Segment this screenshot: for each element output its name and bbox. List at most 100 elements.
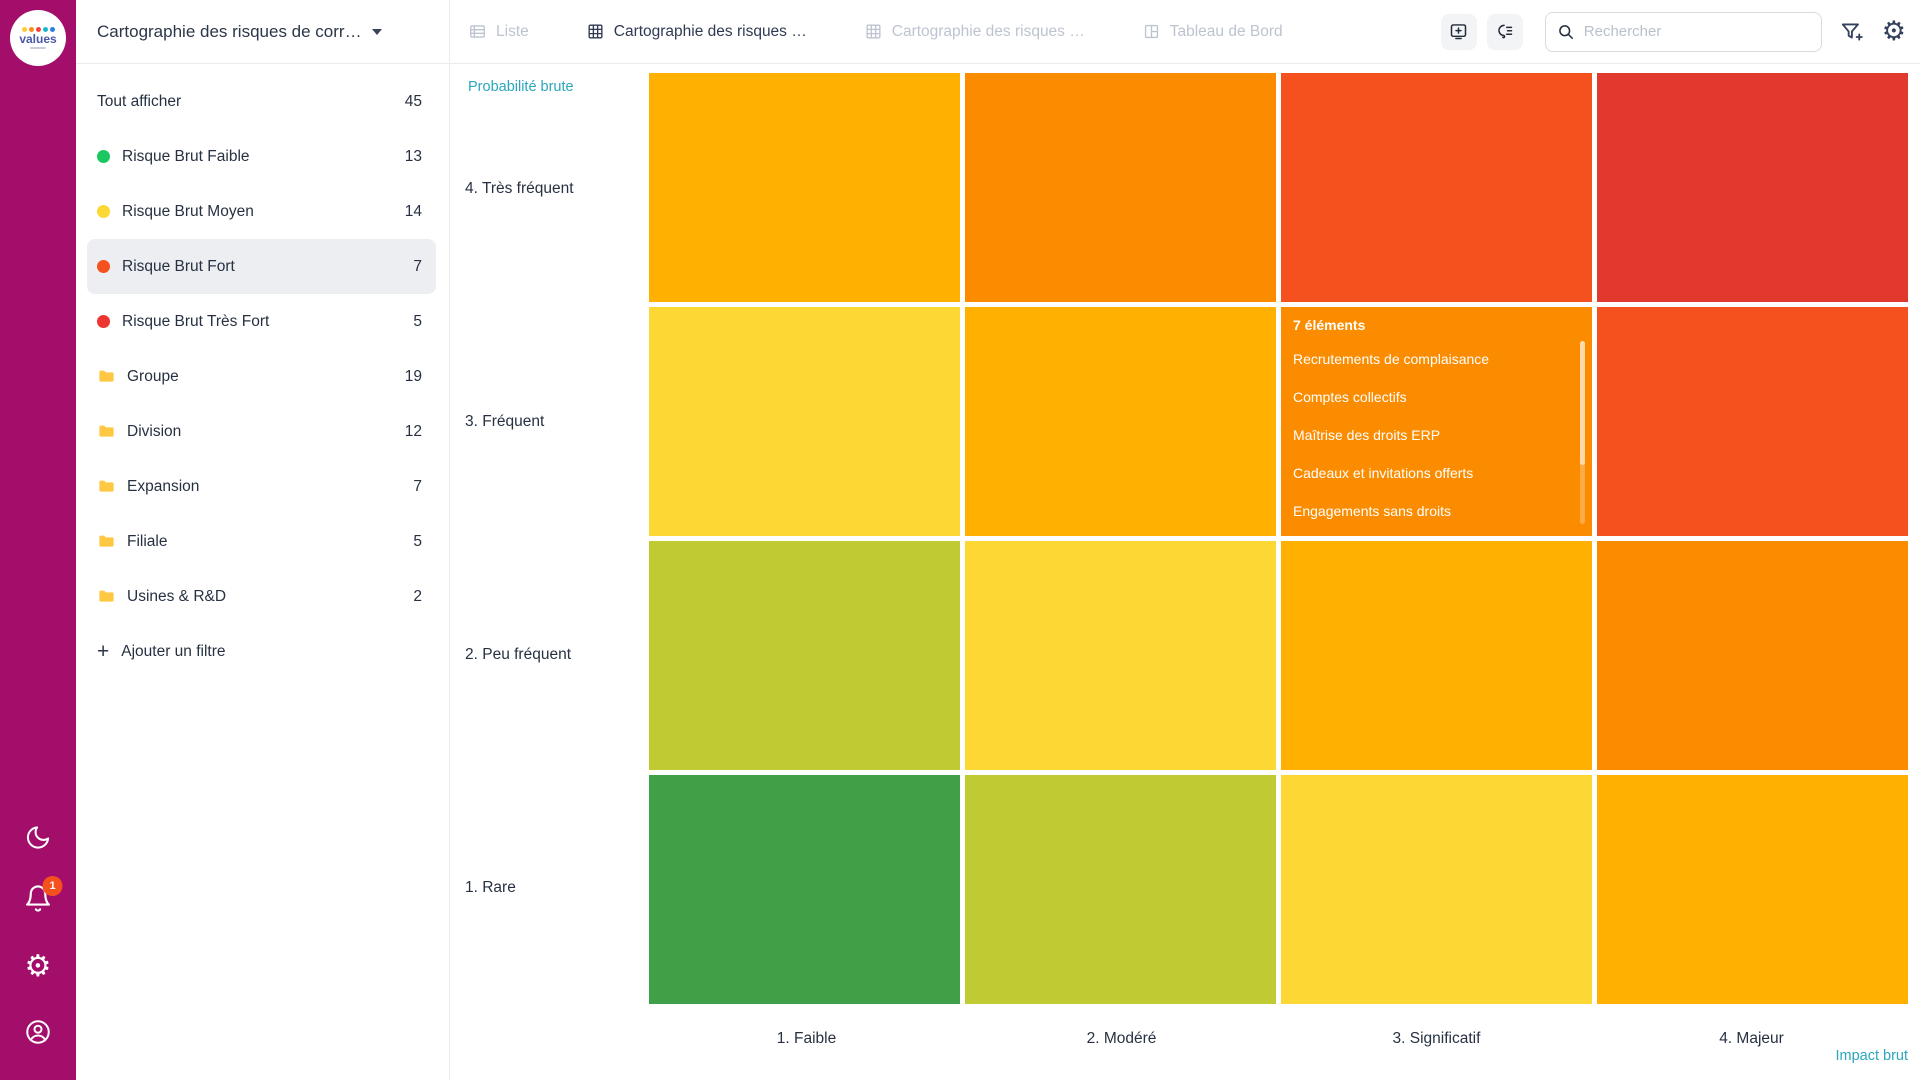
- x-tick-label: 2. Modéré: [1086, 1030, 1157, 1047]
- matrix-cell[interactable]: [1597, 307, 1908, 536]
- risk-item[interactable]: Engagements sans droits: [1293, 503, 1451, 519]
- risk-item[interactable]: Recrutements de complaisance: [1293, 351, 1490, 367]
- matrix-cell[interactable]: [1597, 73, 1908, 302]
- sidebar: Cartographie des risques de corr… Tout a…: [76, 0, 450, 1080]
- logo-tagline: [30, 47, 46, 49]
- view-title: Cartographie des risques de corr…: [97, 21, 362, 41]
- risk-item[interactable]: Maîtrise des droits ERP: [1293, 427, 1441, 443]
- cell-risk-list: 7 éléments Recrutements de complaisance …: [1281, 307, 1592, 536]
- tab-liste[interactable]: Liste: [468, 22, 529, 41]
- risk-level-dot: [97, 205, 110, 218]
- y-tick-label: 4. Très fréquent: [465, 180, 574, 197]
- matrix-cell[interactable]: [1597, 541, 1908, 770]
- risk-item[interactable]: Cadeaux et invitations offerts: [1293, 465, 1474, 481]
- grid-icon: [866, 24, 881, 39]
- filter-item-risque-fort[interactable]: Risque Brut Fort 7: [87, 239, 436, 294]
- risk-heatmap: Probabilité brute 4. Très fréquent 3. Fr…: [450, 64, 1920, 1080]
- dark-mode-button[interactable]: [25, 824, 52, 856]
- tab-tableau-de-bord[interactable]: Tableau de Bord: [1142, 22, 1283, 41]
- search-box: [1544, 11, 1822, 52]
- main-area: Liste Cartographie des risques … Cartogr…: [450, 0, 1920, 1080]
- plus-icon: +: [97, 639, 110, 663]
- tab-label: Liste: [496, 22, 529, 40]
- x-axis-title: Impact brut: [1835, 1048, 1908, 1064]
- matrix-cell[interactable]: [965, 541, 1276, 770]
- matrix-cell[interactable]: [649, 541, 960, 770]
- x-tick-label: 4. Majeur: [1719, 1030, 1784, 1047]
- y-tick-label: 3. Fréquent: [465, 413, 545, 430]
- cell-item-count: 7 éléments: [1293, 317, 1366, 333]
- sort-icon: [1498, 24, 1513, 39]
- filter-item-division[interactable]: Division 12: [87, 404, 436, 459]
- logo-dots-icon: [21, 27, 55, 32]
- add-filter-button[interactable]: + Ajouter un filtre: [97, 639, 226, 663]
- matrix-cell[interactable]: [965, 775, 1276, 1004]
- sort-button[interactable]: [1486, 13, 1523, 50]
- folder-icon: [97, 532, 116, 551]
- matrix-cell[interactable]: [649, 775, 960, 1004]
- x-tick-label: 3. Significatif: [1392, 1030, 1481, 1047]
- add-filter-funnel-button[interactable]: [1839, 19, 1865, 45]
- search-input[interactable]: [1544, 11, 1822, 52]
- matrix-cell[interactable]: [649, 73, 960, 302]
- list-icon: [470, 25, 485, 38]
- matrix-cell[interactable]: [649, 307, 960, 536]
- tab-label: Tableau de Bord: [1169, 22, 1283, 40]
- grid-icon: [588, 24, 603, 39]
- notifications-button[interactable]: 1: [24, 876, 63, 918]
- risk-matrix: 7 éléments Recrutements de complaisance …: [649, 73, 1908, 1004]
- risk-level-dot: [97, 260, 110, 273]
- filter-item-risque-faible[interactable]: Risque Brut Faible 13: [87, 129, 436, 184]
- matrix-cell[interactable]: [1597, 775, 1908, 1004]
- funnel-plus-icon: [1841, 22, 1863, 41]
- x-tick-label: 1. Faible: [776, 1030, 837, 1047]
- rail-settings-button[interactable]: ⚙: [25, 952, 52, 982]
- app-logo[interactable]: values: [10, 10, 66, 66]
- matrix-cell[interactable]: [965, 73, 1276, 302]
- app-rail: values 1 ⚙: [0, 0, 76, 1080]
- profile-button[interactable]: [24, 1018, 52, 1051]
- filter-item-filiale[interactable]: Filiale 5: [87, 514, 436, 569]
- filter-item-risque-tres-fort[interactable]: Risque Brut Très Fort 5: [87, 294, 436, 349]
- gear-icon: ⚙: [24, 949, 52, 984]
- risk-item[interactable]: Comptes collectifs: [1293, 389, 1407, 405]
- logo-wordmark: values: [19, 32, 57, 46]
- add-view-button[interactable]: [1440, 13, 1477, 50]
- filter-item-usines-rd[interactable]: Usines & R&D 2: [87, 569, 436, 624]
- folder-icon: [97, 477, 116, 496]
- chevron-down-icon: [371, 28, 382, 35]
- scrollbar-thumb[interactable]: [1580, 341, 1585, 466]
- y-axis-title: Probabilité brute: [468, 79, 574, 95]
- filter-item-groupe[interactable]: Groupe 19: [87, 349, 436, 404]
- add-view-icon: [1451, 24, 1467, 40]
- y-tick-label: 2. Peu fréquent: [465, 646, 571, 663]
- search-icon: [1556, 22, 1576, 47]
- gear-icon: ⚙: [1881, 16, 1906, 47]
- risk-level-dot: [97, 315, 110, 328]
- view-selector[interactable]: Cartographie des risques de corr…: [76, 0, 449, 64]
- notification-badge: 1: [42, 876, 63, 896]
- tab-label: Cartographie des risques …: [613, 22, 807, 40]
- matrix-cell[interactable]: [1281, 775, 1592, 1004]
- filter-item-tout-afficher[interactable]: Tout afficher 45: [97, 92, 422, 110]
- folder-icon: [97, 587, 116, 606]
- y-tick-label: 1. Rare: [465, 879, 516, 896]
- tab-cartographie-1[interactable]: Cartographie des risques …: [586, 22, 807, 41]
- settings-button[interactable]: ⚙: [1882, 18, 1906, 45]
- tab-label: Cartographie des risques …: [891, 22, 1085, 40]
- bell-icon: [26, 885, 50, 912]
- risk-level-dot: [97, 150, 110, 163]
- folder-icon: [97, 367, 116, 386]
- matrix-cell[interactable]: [1281, 73, 1592, 302]
- filter-list: Tout afficher 45 Risque Brut Faible 13 R…: [76, 64, 449, 679]
- cell-list-scrollbar[interactable]: [1580, 341, 1585, 524]
- matrix-cell-expanded[interactable]: 7 éléments Recrutements de complaisance …: [1281, 307, 1592, 536]
- topbar-actions: ⚙: [1431, 11, 1920, 52]
- tab-cartographie-2[interactable]: Cartographie des risques …: [864, 22, 1085, 41]
- filter-item-expansion[interactable]: Expansion 7: [87, 459, 436, 514]
- folder-icon: [97, 422, 116, 441]
- matrix-cell[interactable]: [1281, 541, 1592, 770]
- topbar: Liste Cartographie des risques … Cartogr…: [450, 0, 1920, 64]
- filter-item-risque-moyen[interactable]: Risque Brut Moyen 14: [87, 184, 436, 239]
- matrix-cell[interactable]: [965, 307, 1276, 536]
